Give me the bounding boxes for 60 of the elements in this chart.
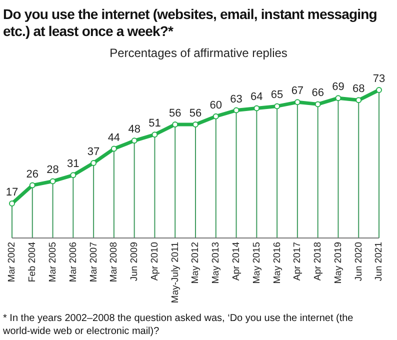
- point: [274, 103, 280, 110]
- point: [90, 160, 97, 166]
- point: [131, 138, 138, 144]
- point: [356, 97, 362, 104]
- data-label: 31: [67, 158, 80, 170]
- data-label: 68: [352, 83, 365, 96]
- x-tick-label: Apr 2010: [149, 242, 160, 281]
- data-label: 65: [270, 89, 284, 102]
- data-label: 56: [168, 107, 182, 120]
- x-tick-label: May-July 2011: [170, 242, 181, 304]
- x-tick-label: May 2016: [272, 242, 283, 284]
- x-tick-label: Jun 2021: [374, 242, 385, 282]
- point: [110, 146, 117, 152]
- data-label: 44: [108, 132, 120, 144]
- x-tick-label: Mar 2008: [108, 242, 120, 282]
- data-label: 69: [332, 81, 344, 94]
- x-tick-label: Feb 2004: [27, 242, 38, 282]
- data-label: 37: [87, 146, 100, 158]
- point: [254, 105, 260, 112]
- x-tick-label: Apr 2014: [231, 242, 242, 281]
- point: [294, 99, 300, 106]
- x-tick-label: Apr 2018: [312, 242, 324, 281]
- point: [314, 101, 321, 108]
- text: * In the years 2002–2008 the question asked was, ‘Do you use the internet (the world-wide web or electronic mail)?: [3, 312, 354, 338]
- x-tick-label: Jun 2020: [353, 242, 364, 282]
- point: [9, 200, 15, 207]
- data-label: 51: [148, 118, 161, 130]
- x-tick-label: May 2019: [332, 242, 344, 284]
- data-label: 67: [291, 85, 304, 98]
- point: [152, 132, 158, 138]
- point: [233, 107, 240, 114]
- chart-title: Do you use the internet (websites, email, instant messaging etc.) at least once a week?*: [3, 6, 378, 40]
- x-tick-label: Jun 2009: [129, 242, 140, 282]
- data-label: 64: [250, 91, 263, 104]
- point: [70, 172, 76, 178]
- data-label: 26: [26, 168, 39, 180]
- x-tick-label: Apr 2017: [292, 242, 304, 281]
- x-tick-label: Mar 2002: [6, 242, 18, 282]
- point: [50, 178, 56, 184]
- point: [376, 87, 382, 93]
- chart-subtitle: Percentages of affirmative replies: [108, 46, 288, 60]
- x-tick-label: May 2012: [190, 242, 202, 284]
- data-label: 56: [189, 107, 202, 120]
- point: [29, 182, 36, 188]
- data-label: 63: [230, 93, 242, 106]
- data-label: 28: [46, 164, 59, 176]
- data-label: 17: [6, 186, 18, 199]
- x-tick-label: Mar 2005: [48, 242, 59, 282]
- data-label: 60: [210, 99, 222, 112]
- data-label: 66: [312, 87, 324, 100]
- point: [172, 121, 178, 128]
- x-tick-label: May 2015: [251, 242, 262, 284]
- data-label: 73: [372, 73, 386, 85]
- x-tick-label: Mar 2007: [88, 242, 100, 282]
- point: [212, 113, 219, 120]
- x-tick-label: Mar 2006: [68, 242, 79, 282]
- data-label: 48: [128, 124, 140, 136]
- point: [192, 121, 198, 128]
- point: [335, 95, 342, 102]
- x-tick-label: May 2013: [210, 242, 222, 284]
